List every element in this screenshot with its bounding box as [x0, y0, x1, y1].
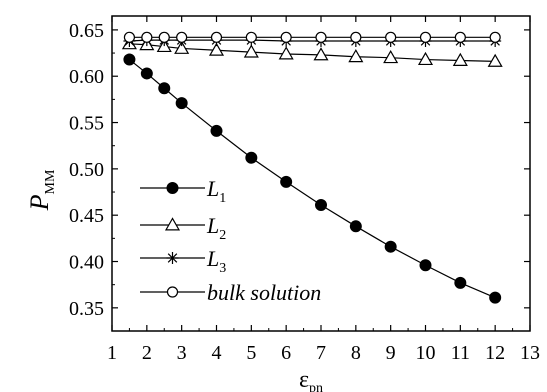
x-tick-label: 5 [246, 342, 256, 364]
legend-label: L3 [206, 246, 226, 276]
data-point-4 [141, 31, 153, 43]
y-tick-label: 0.65 [69, 20, 104, 42]
x-axis-title-sub: pn [309, 381, 323, 392]
data-point-1 [489, 291, 502, 304]
data-point-4 [245, 31, 257, 43]
x-tick-label: 7 [316, 342, 326, 364]
x-axis-title: εpn [299, 367, 323, 392]
data-point-1 [349, 220, 362, 233]
legend-label-main: L [206, 213, 219, 238]
data-point-4 [158, 31, 170, 43]
data-point-1 [419, 259, 432, 272]
data-point-2 [348, 49, 364, 63]
legend-marker [166, 286, 179, 298]
x-tick-label: 1 [107, 342, 117, 364]
data-point-1 [384, 240, 397, 253]
data-point-1 [315, 199, 327, 211]
data-point-4 [419, 31, 432, 43]
data-point-2 [208, 42, 225, 56]
x-tick-label: 2 [142, 342, 152, 364]
plot-area [111, 15, 531, 332]
y-tick-label: 0.35 [69, 298, 104, 320]
y-tick-label: 0.55 [69, 113, 104, 135]
legend-marker [166, 182, 179, 194]
data-point-1 [245, 151, 258, 164]
data-point-1 [158, 82, 171, 95]
legend-label-main: L [206, 246, 219, 271]
data-point-2 [243, 44, 259, 58]
data-point-4 [350, 31, 362, 43]
x-tick-label: 9 [386, 342, 396, 364]
y-tick-label: 0.40 [69, 252, 104, 274]
legend-label: L1 [206, 176, 226, 206]
data-point-2 [313, 47, 329, 61]
data-point-4 [385, 31, 397, 43]
y-tick-label: 0.60 [69, 66, 104, 88]
x-tick-label: 8 [351, 342, 361, 364]
y-axis-title-sub: MM [43, 169, 58, 194]
x-tick-label: 11 [451, 342, 470, 364]
data-point-1 [175, 97, 188, 110]
data-point-2 [417, 51, 434, 66]
data-point-2 [174, 40, 190, 54]
x-tick-label: 13 [520, 342, 540, 364]
data-point-4 [489, 31, 501, 43]
legend-item: bulk solution [140, 280, 321, 305]
data-point-4 [176, 31, 188, 43]
data-point-1 [140, 67, 153, 80]
y-axis-title: PMM [25, 169, 58, 211]
x-tick-label: 10 [416, 342, 436, 364]
data-point-4 [210, 31, 223, 43]
legend-label: bulk solution [207, 280, 321, 305]
x-tick-label: 3 [177, 342, 187, 364]
data-point-4 [315, 31, 327, 43]
legend-item: L2 [140, 213, 226, 243]
data-point-2 [278, 46, 294, 60]
data-point-1 [210, 124, 223, 137]
series-markers [121, 31, 503, 304]
legend-marker [164, 217, 181, 231]
y-axis: 0.35 0.40 0.45 0.50 0.55 0.60 0.65 [69, 20, 530, 320]
x-tick-label: 12 [485, 342, 505, 364]
legend-item: L3 [140, 246, 226, 276]
x-axis: 1 2 3 4 5 6 7 8 9 10 11 12 13 [107, 16, 540, 364]
y-tick-label: 0.50 [69, 159, 104, 181]
data-point-1 [123, 53, 136, 66]
data-point-2 [487, 53, 503, 67]
legend-label-main: bulk solution [207, 280, 321, 305]
x-axis-title-main: ε [299, 367, 309, 392]
data-point-2 [383, 49, 399, 64]
data-point-1 [280, 175, 293, 188]
x-tick-label: 4 [212, 342, 222, 364]
legend-item: L1 [140, 176, 226, 206]
legend-label-sub: 2 [219, 228, 226, 243]
data-point-2 [452, 52, 468, 66]
x-tick-label: 6 [281, 342, 291, 364]
y-axis-title-main: P [25, 194, 54, 211]
data-point-1 [454, 276, 467, 289]
legend-label-main: L [206, 176, 219, 201]
series-line-1 [129, 59, 496, 299]
data-point-4 [280, 31, 292, 43]
data-point-4 [454, 31, 466, 43]
y-tick-label: 0.45 [69, 205, 104, 227]
legend-label-sub: 1 [219, 191, 226, 206]
data-point-4 [123, 31, 136, 43]
legend-marker [166, 252, 179, 264]
legend-label: L2 [206, 213, 226, 243]
legend-label-sub: 3 [219, 261, 226, 276]
